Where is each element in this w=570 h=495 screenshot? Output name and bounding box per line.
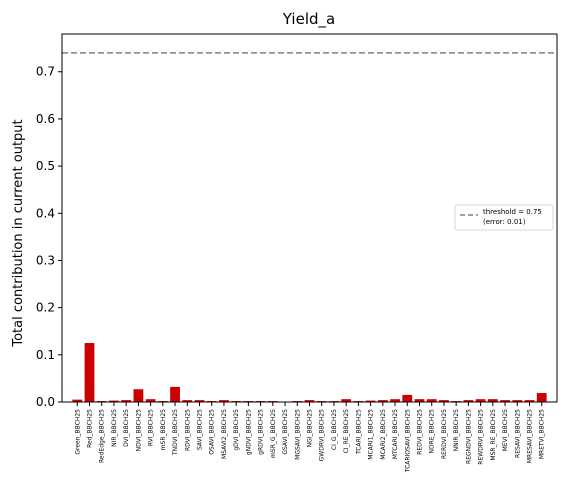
x-tick-label: gNDVI_BBCH25 [245,409,252,455]
x-tick-label: GSAVI_BBCH25 [282,409,289,455]
bar [133,389,144,402]
bar [365,400,376,402]
bar [426,399,437,402]
x-tick-label: REDVI_BBCH25 [417,409,424,455]
x-tick-label: NGI_BBCH25 [307,409,314,448]
bar [390,399,400,402]
y-tick-label: 0.2 [36,301,55,315]
bar [170,386,180,402]
x-tick-label: MGSAVI_BBCH25 [294,409,301,460]
x-tick-label: RERDVI_BBCH25 [441,409,448,459]
chart-title: Yield_a [282,10,335,29]
bar [487,399,498,402]
x-tick-label: RVI_BBCH25 [148,409,155,446]
legend: threshold = 0.75 (error: 0.01) [454,204,554,231]
bar [341,399,352,402]
bar [121,400,132,402]
x-tick-label: NDVI_BBCH25 [135,409,142,452]
legend-line2: (error: 0.01) [483,218,526,226]
bar [524,400,535,402]
x-tick-label: MSAVI2_BBCH25 [221,409,228,459]
bar [512,400,523,402]
bar [109,400,119,402]
x-tick-label: DVI_BBCH25 [123,409,130,447]
y-axis: 0.0 0.1 0.2 0.3 0.4 0.5 0.6 0.7 [36,65,62,409]
x-tick-label: TCARIOSAVI_BBCH25 [404,409,411,473]
x-tick-label: REGNDVI_BBCH25 [465,409,472,464]
y-tick-label: 0.1 [36,348,55,362]
plot-frame [61,33,558,403]
x-tick-label: TNDVI_BBCH25 [172,409,179,456]
bar [377,400,388,402]
x-tick-label: REWDRVI_BBCH25 [478,409,485,465]
bar [219,400,229,402]
bar [304,400,315,402]
x-tick-label: SAVI_BBCH25 [197,409,204,450]
y-axis-label: Total contribution in current output [11,119,26,347]
x-tick-label: NIR_BBCH25 [111,409,118,447]
x-tick-label: CI_RE_BBCH25 [343,409,350,454]
bar [475,399,486,402]
x-tick-label: MTCARI_BBCH25 [392,409,399,459]
bar [500,400,510,402]
x-tick-label: NDRE_BBCH25 [429,409,436,454]
y-tick-label: 0.3 [36,253,55,267]
y-tick-label: 0.6 [36,112,55,126]
y-tick-label: 0.7 [36,65,55,79]
bars [72,343,547,403]
y-tick-label: 0.0 [36,395,55,409]
x-tick-label: mSR_BBCH25 [160,409,167,450]
bar [463,400,474,402]
bar [194,400,205,402]
x-tick-label: RDVI_BBCH25 [184,409,191,451]
x-tick-label: mSR_G_BBCH25 [270,409,277,458]
x-tick-label: MRETVI_BBCH25 [539,409,546,459]
x-tick-label: gDVI_BBCH25 [233,409,240,451]
x-tick-label: OSAVI_BBCH25 [209,409,216,455]
bar [536,393,547,402]
x-tick-label: gRDVI_BBCH25 [258,409,265,455]
legend-line1: threshold = 0.75 [483,208,542,216]
x-tick-label: MRESAVI_BBCH25 [527,409,534,463]
bar [145,399,156,402]
bar [402,394,413,402]
x-tick-label: RESAVI_BBCH25 [514,409,521,458]
x-tick-label: NNIR_BBCH25 [453,409,460,452]
x-tick-label: GWDRVI_BBCH25 [319,409,326,462]
bar [72,399,83,402]
y-tick-label: 0.5 [36,159,55,173]
x-tick-label: MCARI1_BBCH25 [368,409,375,460]
x-tick-label: MCARI2_BBCH25 [380,409,387,460]
x-tick-label: TCARI_BBCH25 [355,409,362,455]
x-tick-label: RedEdge_BBCH25 [99,409,106,463]
x-tick-label: Green_BBCH25 [74,409,81,455]
x-axis: Green_BBCH25 Red_BBCH25 RedEdge_BBCH25 NIR_… [74,402,546,473]
bar [414,399,425,402]
x-tick-label: MEVI_BBCH25 [502,409,509,451]
bar [439,400,449,402]
x-tick-label: Red_BBCH25 [87,409,94,448]
y-tick-label: 0.4 [36,206,55,220]
x-tick-label: MSR_RE_BBCH25 [490,409,497,461]
x-tick-label: CI_G_BBCH25 [331,409,338,450]
bar [182,400,193,402]
bar [84,343,95,402]
legend-box [454,204,554,231]
